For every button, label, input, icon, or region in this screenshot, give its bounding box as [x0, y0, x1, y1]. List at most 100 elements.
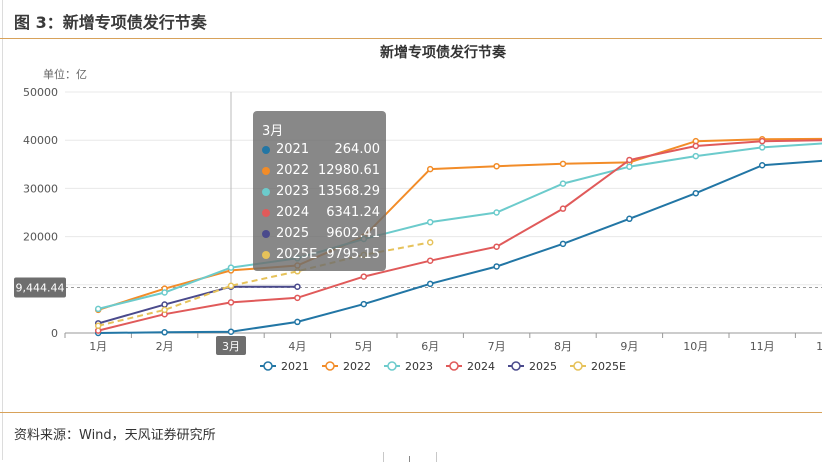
x-tick-label: 12月	[816, 340, 822, 353]
data-point-2021[interactable]	[294, 318, 301, 326]
data-point-2024[interactable]	[227, 299, 235, 306]
series-line-2025e[interactable]	[97, 241, 431, 327]
data-point-2021[interactable]	[426, 280, 434, 288]
data-point-2024[interactable]	[559, 205, 567, 212]
y-tick-label: 50000	[23, 86, 58, 99]
series-line-2021[interactable]	[98, 159, 822, 334]
tooltip-row-2022: 2022 12980.61	[262, 161, 380, 181]
legend-label: 2022	[343, 360, 371, 373]
legend-item-2025e[interactable]: 2025E	[570, 360, 626, 373]
data-point-2021[interactable]	[559, 240, 567, 248]
data-point-2023[interactable]	[758, 144, 766, 151]
series-2023-marker-icon	[262, 188, 270, 196]
tooltip-row-2025e: 2025E 9795.15	[262, 245, 380, 265]
data-point-2021[interactable]	[626, 215, 633, 223]
crosshair-value-label: 9,444.44	[16, 281, 65, 294]
data-point-2023[interactable]	[227, 264, 235, 271]
x-tick-label: 7月	[488, 340, 506, 353]
series-line-2022[interactable]	[97, 137, 822, 311]
legend[interactable]: 2021 2022 2023 2024 2025 2025E	[260, 360, 626, 373]
legend-swatch-icon	[573, 361, 583, 371]
data-point-2023[interactable]	[692, 152, 700, 160]
x-tick-highlight	[216, 336, 246, 355]
legend-label: 2021	[281, 360, 309, 373]
data-point-2021[interactable]	[227, 328, 235, 335]
legend-item-2024[interactable]: 2024	[446, 360, 495, 373]
series-2025-marker-icon	[262, 230, 270, 238]
data-point-2024[interactable]	[426, 257, 434, 264]
y-tick-label: 30000	[23, 182, 58, 195]
data-point-2025[interactable]	[294, 283, 301, 290]
tooltip: 3月 2021 264.00 2022 12980.61 2023 13568.…	[253, 111, 386, 271]
data-point-2023[interactable]	[426, 218, 434, 226]
data-point-2024[interactable]	[493, 243, 500, 250]
data-point-2023[interactable]	[493, 209, 500, 216]
data-point-2022[interactable]	[559, 160, 567, 168]
series-line-2024[interactable]	[97, 139, 822, 332]
legend-swatch-icon	[511, 361, 521, 371]
tooltip-series-value: 264.00	[334, 142, 381, 157]
y-tick-label: 0	[51, 327, 58, 340]
legend-swatch-icon	[387, 361, 397, 371]
series-2024-marker-icon	[262, 209, 270, 217]
data-point-2022[interactable]	[493, 162, 500, 170]
series-line-2023[interactable]	[97, 142, 822, 310]
tooltip-title: 3月	[262, 124, 284, 139]
legend-item-2022[interactable]: 2022	[322, 360, 371, 373]
data-point-2024[interactable]	[294, 294, 301, 302]
data-point-2024[interactable]	[758, 137, 766, 145]
data-point-2025e[interactable]	[426, 239, 434, 246]
top-divider	[0, 38, 822, 39]
y-axis-ticks: 01000020000300004000050000	[23, 86, 58, 340]
data-point-2025e[interactable]	[227, 282, 235, 290]
tooltip-series-name: 2021	[276, 142, 310, 157]
data-point-2021[interactable]	[692, 189, 700, 197]
legend-item-2023[interactable]: 2023	[384, 360, 433, 373]
legend-swatch-icon	[325, 361, 335, 371]
tooltip-series-name: 2023	[276, 184, 310, 199]
data-point-2021[interactable]	[360, 300, 368, 308]
x-tick-label: 10月	[683, 340, 708, 353]
tooltip-series-value: 9795.15	[326, 247, 380, 262]
tooltip-series-name: 2025	[276, 226, 310, 241]
figure-title: 图 3：新增专项债发行节奏	[14, 13, 207, 32]
data-point-2023[interactable]	[161, 289, 168, 296]
data-point-2021[interactable]	[493, 263, 500, 270]
data-point-2021[interactable]	[758, 162, 766, 169]
series-lines[interactable]	[94, 135, 822, 337]
data-point-2023[interactable]	[626, 163, 633, 170]
tooltip-series-value: 13568.29	[317, 184, 380, 199]
tooltip-series-value: 12980.61	[317, 163, 380, 178]
data-point-2025e[interactable]	[94, 322, 102, 330]
x-tick-label: 1月	[89, 340, 107, 353]
data-point-2021[interactable]	[161, 329, 168, 336]
data-point-2025[interactable]	[161, 301, 168, 308]
data-point-2023[interactable]	[559, 180, 567, 187]
data-point-2023[interactable]	[94, 305, 102, 313]
chart-canvas[interactable]: 新增专项债发行节奏 单位：亿 0100002000030000400005000…	[0, 0, 822, 412]
tooltip-series-name: 2022	[276, 163, 310, 178]
series-2021-marker-icon	[262, 146, 270, 154]
tooltip-series-name: 2024	[276, 205, 310, 220]
data-point-2024[interactable]	[360, 273, 368, 280]
x-axis: 1月 2月 3月 4月 5月 6月 7月 8月 9月 10月 11月 12月	[64, 332, 822, 355]
legend-item-2021[interactable]: 2021	[260, 360, 309, 373]
series-line-2025[interactable]	[97, 285, 298, 325]
x-tick-label: 4月	[288, 340, 306, 353]
scroll-handle[interactable]	[383, 452, 437, 462]
legend-swatch-icon	[263, 361, 273, 371]
data-point-2024[interactable]	[692, 142, 700, 150]
crosshair-value-badge	[14, 277, 66, 298]
legend-item-2025[interactable]: 2025	[508, 360, 557, 373]
x-tick-label: 11月	[750, 340, 775, 353]
data-point-2024[interactable]	[626, 156, 633, 164]
source-note: 资料来源：Wind，天风证券研究所	[14, 428, 216, 443]
y-axis-unit-label: 单位：亿	[43, 67, 87, 81]
tooltip-row-2021: 2021 264.00	[262, 140, 380, 160]
legend-swatch-icon	[449, 361, 459, 371]
tooltip-series-value: 6341.24	[326, 205, 380, 220]
data-point-2022[interactable]	[426, 165, 434, 173]
chart-title: 新增专项债发行节奏	[380, 44, 507, 61]
x-tick-label: 3月	[222, 340, 240, 353]
data-point-2025e[interactable]	[161, 306, 168, 314]
